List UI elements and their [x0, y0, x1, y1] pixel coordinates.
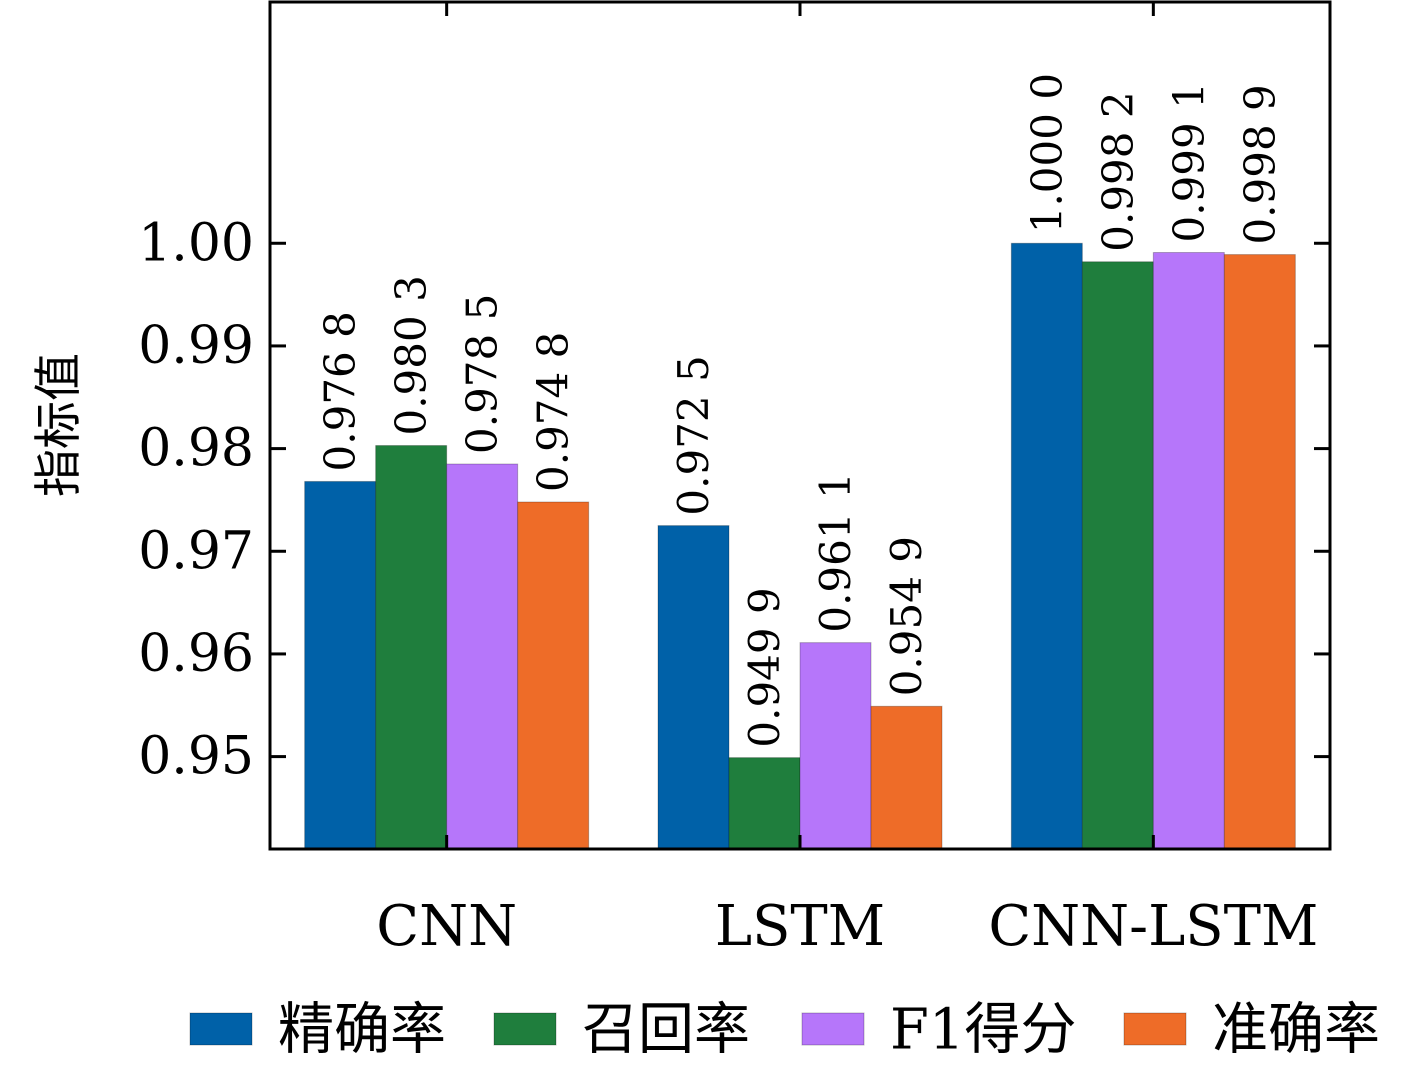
x-tick-label: CNN	[376, 894, 517, 959]
value-labels-layer: 0.976 8 0.980 3 0.978 5 0.974 8 0.972 5 0.949…	[316, 73, 1285, 748]
bar-value-label: 0.998 9	[1235, 84, 1284, 244]
bar-lstm-3	[870, 705, 943, 850]
bar-lstm-0	[657, 525, 730, 850]
y-tick-label: 0.95	[138, 727, 254, 787]
legend-swatch	[493, 1012, 557, 1046]
legend-swatch	[801, 1012, 865, 1046]
bar-cnn-lstm-3	[1223, 254, 1296, 850]
legend-item: 召回率	[493, 998, 750, 1063]
bar-lstm-2	[799, 642, 872, 850]
y-axis: 0.95 0.96 0.97 0.98 0.99 1.00	[138, 213, 1330, 787]
legend-label: 召回率	[582, 998, 750, 1063]
bar-cnn-lstm-1	[1081, 261, 1154, 850]
bar-value-label: 0.998 2	[1093, 91, 1142, 251]
bar-cnn-1	[375, 445, 448, 850]
legend-swatch	[189, 1012, 253, 1046]
bar-cnn-lstm-2	[1152, 252, 1225, 850]
bar-cnn-2	[446, 463, 519, 850]
legend-label: 精确率	[278, 998, 446, 1063]
bar-value-label: 0.978 5	[458, 294, 507, 454]
bar-cnn-lstm-0	[1010, 242, 1083, 850]
legend-item: F1得分	[801, 998, 1076, 1063]
bar-value-label: 0.949 9	[740, 587, 789, 747]
legend-swatch	[1123, 1012, 1187, 1046]
bar-value-label: 0.976 8	[316, 311, 365, 471]
bar-value-label: 0.954 9	[882, 536, 931, 696]
bar-value-label: 0.999 1	[1164, 82, 1213, 242]
bar-value-label: 1.000 0	[1022, 73, 1071, 233]
legend-item: 准确率	[1123, 998, 1380, 1063]
legend-label: 准确率	[1212, 998, 1380, 1063]
y-tick-label: 0.98	[138, 419, 254, 479]
x-tick-label: LSTM	[715, 894, 885, 959]
bar-value-label: 0.980 3	[387, 275, 436, 435]
x-axis: CNN LSTM CNN-LSTM	[376, 2, 1318, 959]
bar-lstm-1	[728, 757, 801, 850]
bar-cnn-0	[304, 480, 377, 850]
legend-label: F1得分	[890, 998, 1076, 1063]
bar-value-label: 0.961 1	[811, 472, 860, 632]
y-tick-label: 0.97	[138, 521, 254, 581]
bar-value-label: 0.972 5	[669, 355, 718, 515]
x-tick-label: CNN-LSTM	[988, 894, 1318, 959]
y-tick-label: 0.96	[138, 624, 254, 684]
y-tick-label: 0.99	[138, 316, 254, 376]
legend-item: 精确率	[189, 998, 446, 1063]
y-axis-label: 指标值	[31, 353, 87, 497]
y-tick-label: 1.00	[138, 213, 254, 273]
bars-layer	[304, 242, 1296, 850]
legend: 精确率 召回率 F1得分 准确率	[189, 998, 1380, 1063]
bar-value-label: 0.974 8	[529, 332, 578, 492]
bar-cnn-3	[517, 501, 590, 850]
